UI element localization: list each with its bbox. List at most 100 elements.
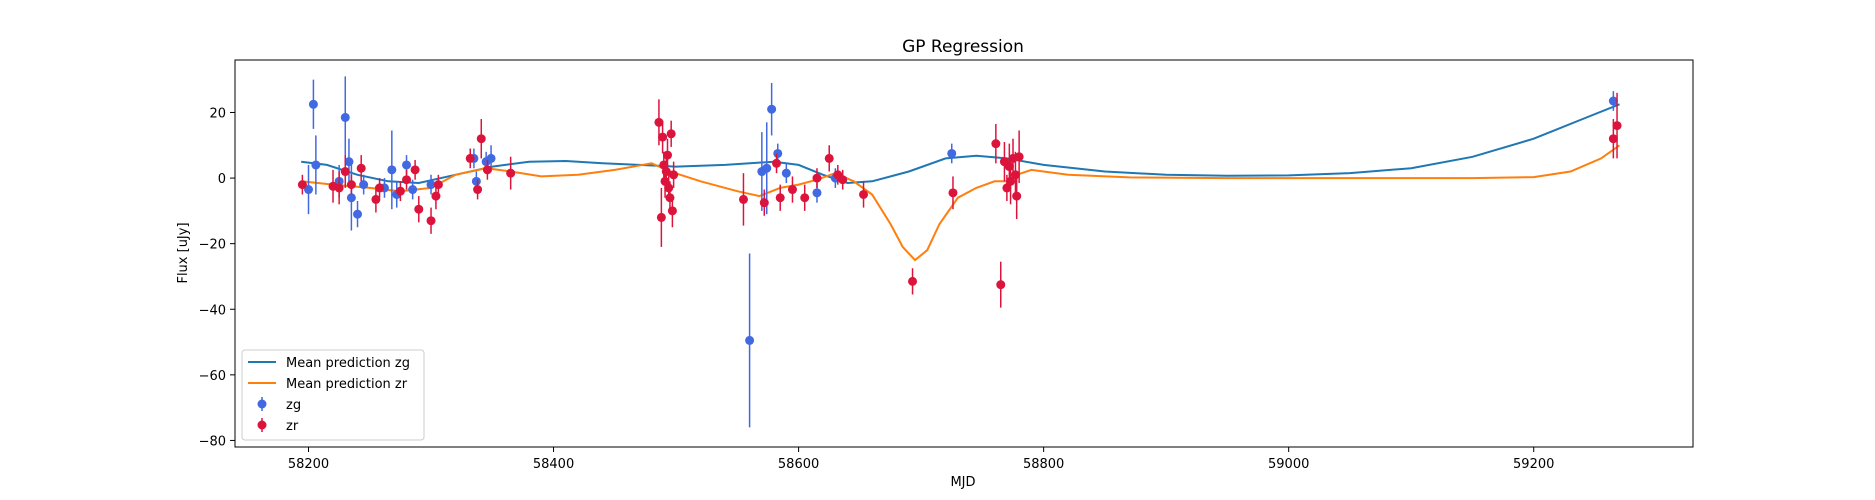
plot-area [297,76,1622,428]
data-point-zr [838,175,848,185]
y-tick-label: −40 [199,303,226,318]
data-point-zg [471,176,481,186]
data-point-zr [1010,170,1020,180]
data-point-zg [340,112,350,122]
x-tick-label: 59000 [1268,457,1309,472]
x-tick-label: 58600 [778,457,819,472]
series-line-mean-prediction-zr [301,144,1621,262]
data-point-zg [745,335,755,345]
data-point-zr [669,170,679,180]
legend-label: Mean prediction zr [286,377,408,392]
data-point-zr [662,150,672,160]
data-point-zr [356,163,366,173]
data-point-zr [859,189,869,199]
data-point-zr [297,180,307,190]
data-point-zg [773,148,783,158]
data-point-zr [465,153,475,163]
data-point-zr [506,168,516,178]
data-point-zr [654,117,664,127]
data-point-zr [800,193,810,203]
data-point-zr [410,165,420,175]
data-point-zr [395,186,405,196]
data-point-zr [1612,121,1622,131]
data-point-zg [408,185,418,195]
data-point-zr [414,204,424,214]
data-point-zr [402,175,412,185]
data-point-zr [667,206,677,216]
x-tick-label: 59200 [1513,457,1554,472]
data-point-zg [402,160,412,170]
data-point-zg [762,163,772,173]
series-points-zg [304,76,1618,428]
legend: Mean prediction zg Mean prediction zr zg zr [241,349,425,441]
y-axis: −80 −60 −40 −20 0 20 [199,106,235,449]
data-point-zg [346,193,356,203]
y-tick-label: −20 [199,238,226,253]
data-point-zr [991,139,1001,149]
data-point-zg [359,180,369,190]
data-point-zr [1006,176,1016,186]
data-point-zr [476,134,486,144]
data-point-zr [340,167,350,177]
x-tick-label: 58400 [533,457,574,472]
legend-swatch-marker [257,420,267,430]
data-point-zr [661,167,671,177]
data-point-zg [767,104,777,114]
data-point-zr [658,132,668,142]
data-point-zr [375,183,385,193]
y-tick-label: 0 [218,172,226,187]
data-point-zg [486,153,496,163]
data-point-zr [812,173,822,183]
data-point-zg [353,209,363,219]
data-point-zr [656,212,666,222]
data-point-zr [334,183,344,193]
data-point-zr [371,194,381,204]
data-point-zr [759,198,769,208]
legend-swatch-marker [257,399,267,409]
data-point-zr [996,280,1006,290]
data-point-zr [738,194,748,204]
data-point-zr [346,180,356,190]
data-point-zg [308,99,318,109]
data-point-zr [775,193,785,203]
data-point-zr [1014,152,1024,162]
x-tick-label: 58800 [1023,457,1064,472]
x-axis: 58200 58400 58600 58800 59000 59200 [288,447,1554,472]
data-point-zr [1608,134,1618,144]
data-point-zr [426,216,436,226]
y-tick-label: −60 [199,369,226,384]
legend-label: zg [286,398,301,413]
data-point-zg [387,165,397,175]
x-axis-label: MJD [950,475,975,490]
data-point-zr [948,188,958,198]
data-point-zr [482,165,492,175]
data-point-zg [812,188,822,198]
data-point-zr [666,129,676,139]
data-point-zr [772,158,782,168]
chart-title: GP Regression [902,37,1024,57]
x-tick-label: 58200 [288,457,329,472]
data-point-zg [304,185,314,195]
data-point-zg [426,180,436,190]
legend-label: zr [286,419,299,434]
data-point-zr [1004,162,1014,172]
data-point-zr [473,185,483,195]
data-point-zr [1012,191,1022,201]
y-tick-label: 20 [209,106,226,121]
data-point-zr [660,176,670,186]
y-axis-label: Flux [uJy] [176,222,191,283]
data-point-zr [787,185,797,195]
legend-label: Mean prediction zg [286,356,410,371]
series-line-mean-prediction-zg [301,103,1620,185]
data-point-zg [311,160,321,170]
y-tick-label: −80 [199,434,226,449]
axes-frame [234,59,1694,448]
data-point-zg [781,168,791,178]
series-points-zr [297,92,1622,308]
data-point-zr [824,153,834,163]
legend-box [241,349,425,441]
data-point-zr [433,180,443,190]
data-point-zr [908,276,918,286]
data-point-zr [664,183,674,193]
